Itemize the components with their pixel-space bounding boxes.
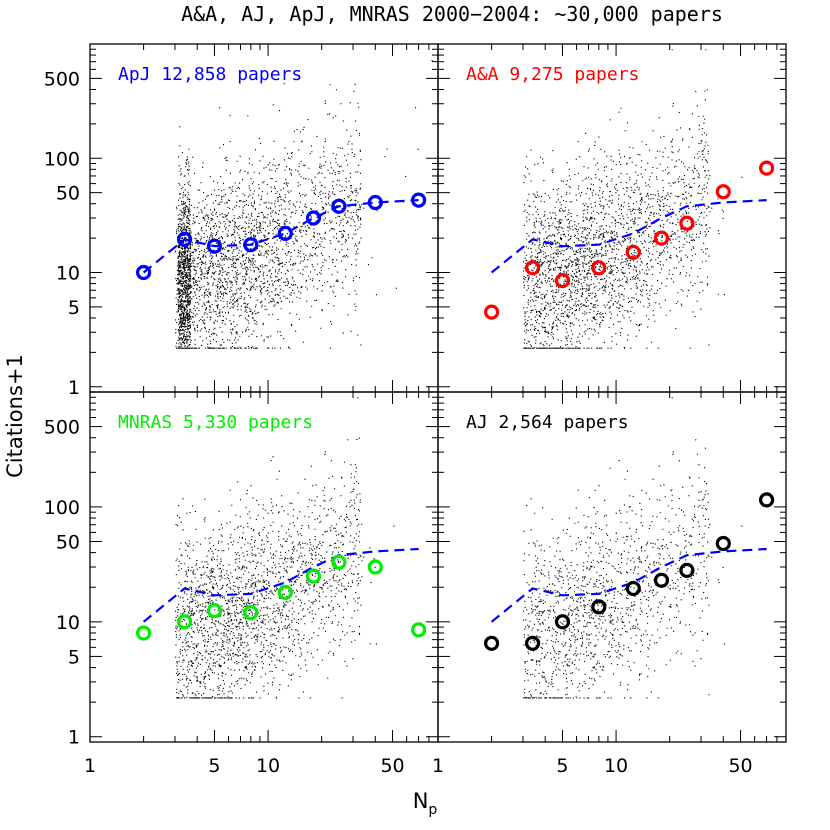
scatter-cloud-panel-2 bbox=[523, 49, 743, 349]
y-tick-label: 50 bbox=[56, 183, 80, 205]
x-tick-label: 5 bbox=[208, 755, 220, 777]
x-tick-label: 5 bbox=[556, 755, 568, 777]
marker-panel-3-3 bbox=[206, 603, 223, 619]
marker-panel-4-7 bbox=[679, 562, 695, 579]
y-tick-label: 100 bbox=[44, 148, 80, 170]
panel-label-1: ApJ 12,858 papers bbox=[118, 64, 302, 85]
reference-curve-panel-2 bbox=[490, 199, 767, 274]
marker-panel-1-2 bbox=[177, 231, 193, 247]
label-layer: 1 5 10 50 100 500 ApJ 12,858 papers A&A 9,275 p… bbox=[44, 64, 753, 777]
x-axis-label-main: N bbox=[413, 789, 429, 813]
marker-panel-2-7 bbox=[679, 215, 695, 231]
x-tick-label: 1 bbox=[432, 755, 444, 777]
y-tick-label: 1 bbox=[68, 727, 80, 749]
marker-layer bbox=[136, 160, 775, 651]
marker-panel-4-1 bbox=[484, 635, 500, 651]
panel-frame-4 bbox=[437, 391, 787, 743]
x-tick-label: 1 bbox=[84, 755, 96, 777]
y-tick-label: 500 bbox=[44, 417, 80, 439]
panel-frame-3 bbox=[89, 391, 439, 743]
y-tick-label: 5 bbox=[68, 646, 80, 668]
marker-panel-2-2 bbox=[524, 260, 541, 276]
scatter-cloud-panel-4 bbox=[523, 397, 743, 699]
panel-frames bbox=[89, 43, 787, 743]
x-tick-label: 50 bbox=[380, 755, 404, 777]
panel-label-3: MNRAS 5,330 papers bbox=[118, 412, 313, 433]
marker-panel-2-1 bbox=[484, 304, 500, 320]
x-tick-label: 10 bbox=[256, 755, 280, 777]
y-axis-label: Citations+1 bbox=[3, 354, 27, 478]
marker-panel-2-6 bbox=[653, 230, 670, 246]
marker-panel-3-6 bbox=[305, 568, 322, 584]
marker-panel-1-3 bbox=[206, 238, 223, 254]
y-tick-label: 5 bbox=[68, 297, 80, 319]
panel-label-4: AJ 2,564 papers bbox=[466, 412, 629, 433]
marker-panel-2-3 bbox=[554, 273, 571, 289]
scatter-layer bbox=[175, 49, 743, 699]
marker-panel-1-5 bbox=[277, 225, 293, 241]
y-tick-label: 50 bbox=[56, 532, 80, 554]
marker-panel-4-8 bbox=[715, 535, 731, 552]
marker-panel-4-3 bbox=[554, 614, 571, 630]
panel-label-2: A&A 9,275 papers bbox=[466, 64, 639, 85]
marker-panel-1-9 bbox=[411, 192, 427, 208]
y-tick-label: 500 bbox=[44, 68, 80, 90]
marker-panel-2-9 bbox=[758, 160, 775, 176]
marker-panel-1-7 bbox=[331, 198, 347, 214]
marker-panel-4-9 bbox=[758, 492, 775, 508]
y-tick-label: 100 bbox=[44, 497, 80, 519]
y-tick-label: 1 bbox=[68, 377, 80, 399]
x-tick-label: 50 bbox=[728, 755, 752, 777]
marker-panel-3-5 bbox=[277, 584, 293, 601]
marker-panel-1-4 bbox=[243, 237, 259, 253]
scatter-cloud-panel-1 bbox=[175, 60, 433, 349]
marker-panel-3-9 bbox=[411, 622, 427, 638]
marker-panel-1-1 bbox=[136, 264, 152, 281]
y-tick-label: 10 bbox=[56, 263, 80, 285]
marker-panel-2-4 bbox=[591, 260, 607, 276]
marker-panel-1-6 bbox=[305, 210, 322, 226]
reference-curve-layer bbox=[142, 199, 767, 623]
x-axis-label: Np bbox=[413, 789, 438, 818]
marker-panel-4-5 bbox=[625, 580, 641, 597]
marker-panel-3-8 bbox=[367, 559, 383, 575]
marker-panel-4-4 bbox=[591, 599, 607, 615]
marker-panel-3-4 bbox=[243, 605, 259, 621]
reference-curve-panel-1 bbox=[142, 199, 419, 274]
x-axis-label-sub: p bbox=[428, 802, 437, 818]
scatter-cloud-panel-3 bbox=[175, 397, 395, 699]
marker-panel-4-6 bbox=[653, 572, 670, 588]
panel-frame-2 bbox=[437, 43, 787, 393]
y-tick-label: 10 bbox=[56, 612, 80, 634]
marker-panel-2-5 bbox=[625, 244, 641, 260]
chart-title: A&A, AJ, ApJ, MNRAS 2000−2004: ~30,000 p… bbox=[181, 2, 723, 26]
reference-curve-panel-4 bbox=[490, 547, 767, 623]
marker-panel-2-8 bbox=[715, 184, 731, 200]
marker-panel-1-8 bbox=[367, 194, 383, 211]
x-tick-label: 10 bbox=[604, 755, 628, 777]
reference-curve-panel-3 bbox=[142, 547, 419, 623]
marker-panel-3-7 bbox=[331, 554, 347, 570]
marker-panel-3-2 bbox=[177, 614, 193, 630]
marker-panel-4-2 bbox=[524, 635, 541, 651]
marker-panel-3-1 bbox=[136, 625, 152, 641]
